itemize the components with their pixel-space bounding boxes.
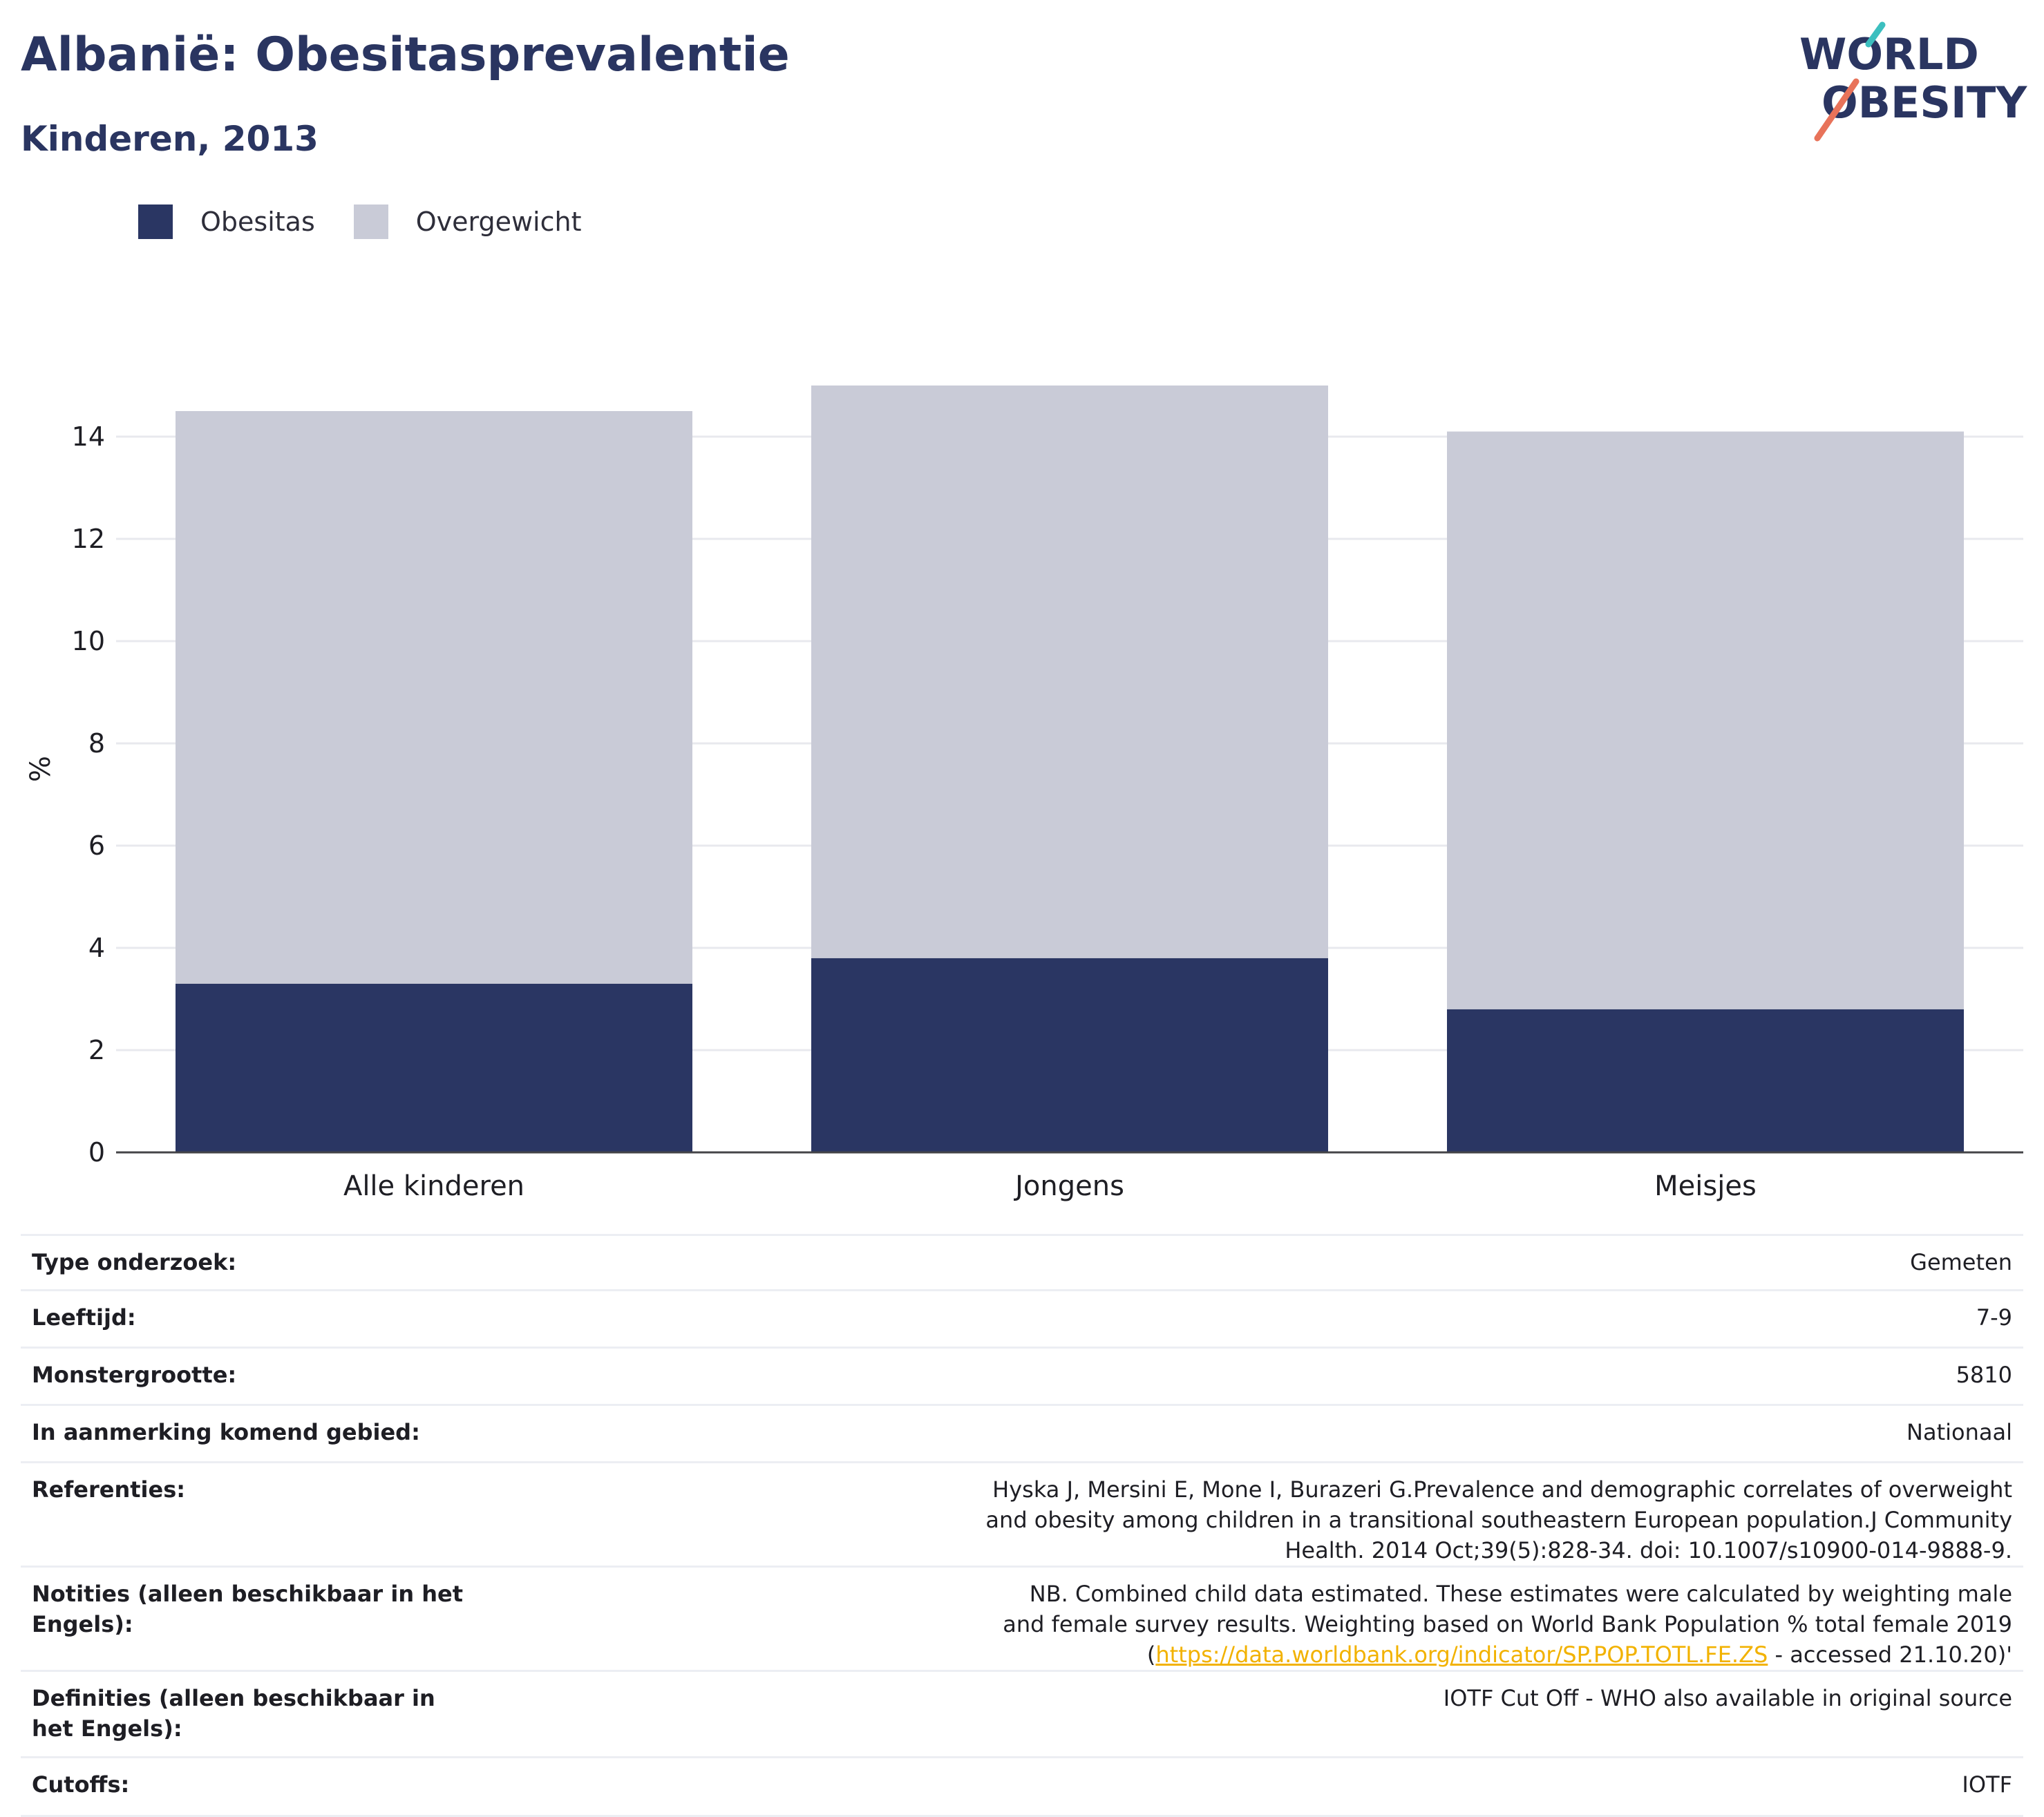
legend-item-obesitas: Obesitas bbox=[138, 204, 315, 239]
page-title: Albanië: Obesitasprevalentie bbox=[21, 28, 790, 82]
row-value: IOTF bbox=[485, 1756, 2023, 1817]
row-label: Definities (alleen beschikbaar in het En… bbox=[21, 1670, 485, 1758]
table-row: Leeftijd: 7-9 bbox=[21, 1289, 2023, 1348]
bar-overgewicht bbox=[1447, 431, 1964, 1009]
chart-legend: Obesitas Overgewicht bbox=[138, 204, 621, 240]
table-row: Notities (alleen beschikbaar in het Enge… bbox=[21, 1566, 2023, 1671]
table-row: In aanmerking komend gebied: Nationaal bbox=[21, 1404, 2023, 1463]
row-value: Nationaal bbox=[485, 1404, 2023, 1463]
row-label: Type onderzoek: bbox=[21, 1234, 485, 1291]
bar-overgewicht bbox=[176, 411, 692, 984]
row-label: Monstergrootte: bbox=[21, 1347, 485, 1405]
table-row: Type onderzoek: Gemeten bbox=[21, 1234, 2023, 1291]
x-tick-label: Jongens bbox=[1013, 1170, 1124, 1202]
x-tick-label: Alle kinderen bbox=[343, 1170, 524, 1202]
bar-obesitas bbox=[1447, 1009, 1964, 1152]
table-row: Monstergrootte: 5810 bbox=[21, 1347, 2023, 1405]
legend-label-overgewicht: Overgewicht bbox=[415, 207, 582, 237]
page-subtitle: Kinderen, 2013 bbox=[21, 119, 319, 159]
y-axis-label: % bbox=[25, 756, 57, 782]
row-label: Referenties: bbox=[21, 1461, 485, 1567]
bar-overgewicht bbox=[811, 386, 1328, 958]
logo-accent-teal bbox=[1865, 21, 1886, 48]
row-label: Notities (alleen beschikbaar in het Enge… bbox=[21, 1566, 485, 1671]
table-row: Referenties: Hyska J, Mersini E, Mone I,… bbox=[21, 1461, 2023, 1567]
notes-text-end: - accessed 21.10.20)' bbox=[1768, 1642, 2013, 1668]
row-label: In aanmerking komend gebied: bbox=[21, 1404, 485, 1463]
row-value: Hyska J, Mersini E, Mone I, Burazeri G.P… bbox=[485, 1461, 2023, 1567]
info-table: Type onderzoek: Gemeten Leeftijd: 7-9 Mo… bbox=[21, 1234, 2023, 1817]
worldbank-link[interactable]: https://data.worldbank.org/indicator/SP.… bbox=[1155, 1642, 1768, 1668]
y-tick-label: 2 bbox=[88, 1035, 105, 1065]
bar-obesitas bbox=[811, 958, 1328, 1152]
bar-obesitas bbox=[176, 983, 692, 1152]
row-value: NB. Combined child data estimated. These… bbox=[485, 1566, 2023, 1671]
logo-accent-coral bbox=[1814, 78, 1860, 142]
y-tick-label: 14 bbox=[72, 421, 105, 452]
table-row: Definities (alleen beschikbaar in het En… bbox=[21, 1670, 2023, 1758]
y-tick-label: 6 bbox=[88, 830, 105, 861]
world-obesity-logo: WORLD OBESITY bbox=[1799, 21, 2027, 142]
legend-item-overgewicht: Overgewicht bbox=[353, 204, 582, 239]
legend-swatch-obesitas bbox=[138, 204, 173, 239]
legend-label-obesitas: Obesitas bbox=[200, 207, 315, 237]
row-value: 5810 bbox=[485, 1347, 2023, 1405]
row-value: 7-9 bbox=[485, 1289, 2023, 1348]
notes-text: NB. Combined child data estimated. These… bbox=[1003, 1581, 2012, 1668]
logo-line1: WORLD bbox=[1799, 29, 1979, 79]
y-tick-label: 10 bbox=[72, 626, 105, 656]
y-tick-label: 8 bbox=[88, 728, 105, 759]
row-label: Leeftijd: bbox=[21, 1289, 485, 1348]
row-value: Gemeten bbox=[485, 1234, 2023, 1291]
y-tick-label: 0 bbox=[88, 1137, 105, 1168]
row-label: Cutoffs: bbox=[21, 1756, 485, 1817]
x-tick-label: Meisjes bbox=[1654, 1170, 1757, 1202]
legend-swatch-overgewicht bbox=[353, 204, 388, 239]
row-value: IOTF Cut Off - WHO also available in ori… bbox=[485, 1670, 2023, 1758]
table-row: Cutoffs: IOTF bbox=[21, 1756, 2023, 1817]
y-tick-label: 4 bbox=[88, 933, 105, 963]
y-tick-label: 12 bbox=[72, 524, 105, 554]
bar-chart: 0 2 4 6 8 10 12 14% Alle kinderen Jongens Meisjes bbox=[25, 386, 2023, 1202]
